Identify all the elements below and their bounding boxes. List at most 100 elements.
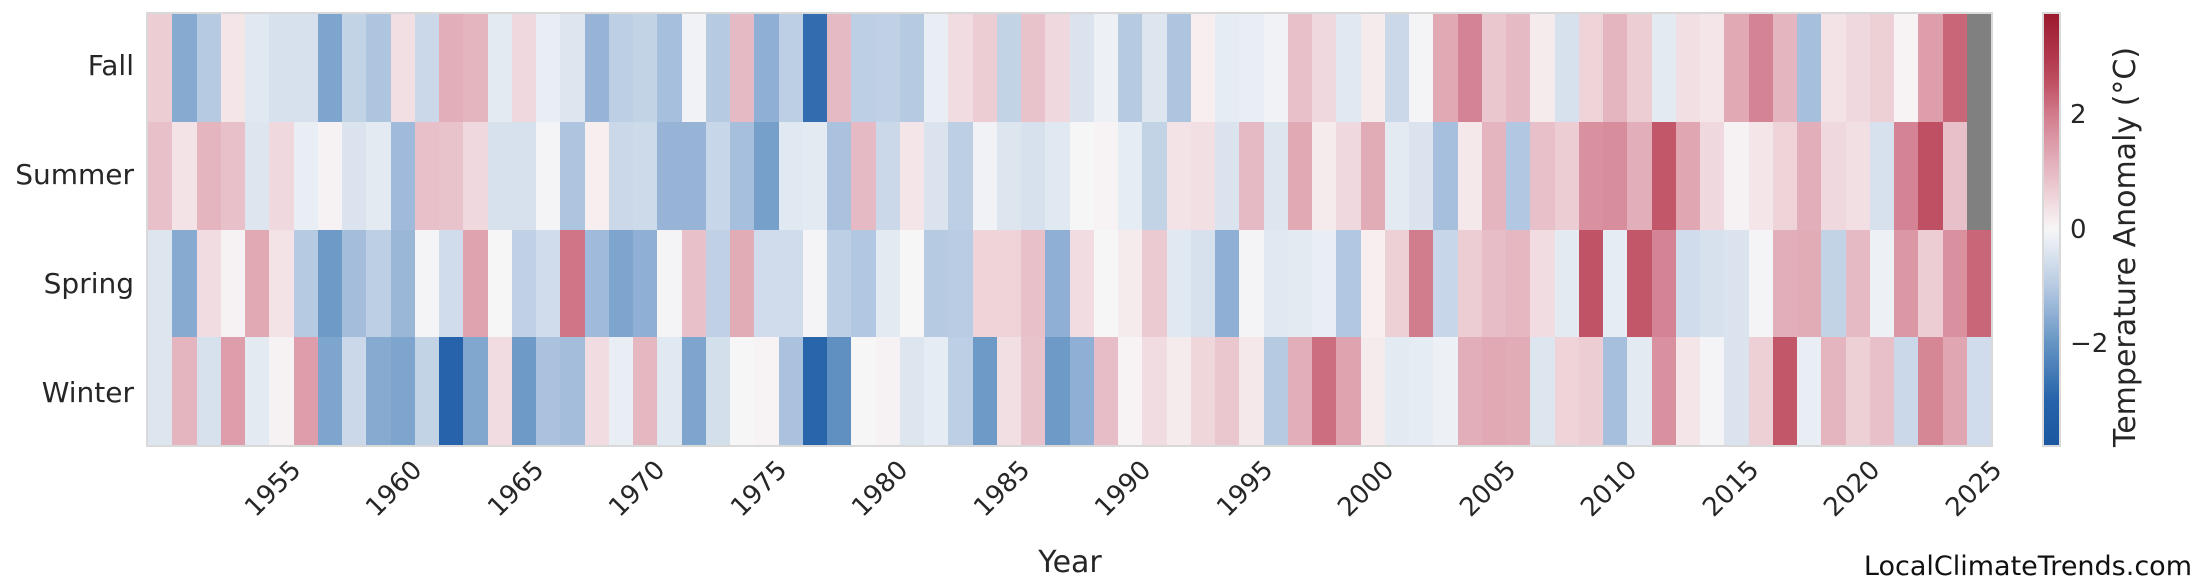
- heatmap-cell: [196, 14, 221, 122]
- heatmap-cell: [1530, 337, 1555, 445]
- heatmap-cell: [1093, 337, 1118, 445]
- heatmap-cell: [1942, 14, 1967, 122]
- heatmap-cell: [778, 14, 803, 122]
- heatmap-cell: [1724, 121, 1749, 230]
- heatmap-cell: [342, 14, 367, 122]
- heatmap-cell: [439, 229, 464, 338]
- heatmap-cell: [148, 337, 173, 445]
- heatmap-cell: [390, 121, 415, 230]
- heatmap-cell: [1481, 121, 1506, 230]
- x-axis-label: Year: [1038, 545, 1102, 580]
- heatmap-cell: [1021, 14, 1046, 122]
- heatmap-cell: [681, 121, 706, 230]
- heatmap-cell: [705, 229, 730, 338]
- heatmap-cell: [293, 121, 318, 230]
- x-tick-1985: 1985: [967, 455, 1036, 524]
- heatmap-cell: [948, 14, 973, 122]
- heatmap-cell: [1409, 14, 1434, 122]
- heatmap-cell: [1336, 121, 1361, 230]
- heatmap-cell: [1942, 337, 1967, 445]
- heatmap-cell: [148, 14, 173, 122]
- heatmap-cell: [1263, 229, 1288, 338]
- heatmap-cell: [269, 229, 294, 338]
- heatmap-cell: [439, 121, 464, 230]
- heatmap-cell: [1021, 337, 1046, 445]
- heatmap-cell: [1627, 337, 1652, 445]
- row-label-fall: Fall: [87, 49, 134, 83]
- heatmap-cell: [1336, 14, 1361, 122]
- heatmap-cell: [487, 337, 512, 445]
- heatmap-cell: [730, 14, 755, 122]
- heatmap-plot-area: [146, 12, 1993, 447]
- heatmap-cell: [730, 121, 755, 230]
- heatmap-cell: [608, 337, 633, 445]
- heatmap-cell: [1918, 121, 1943, 230]
- heatmap-cell: [1069, 337, 1094, 445]
- heatmap-cell: [1845, 14, 1870, 122]
- heatmap-row-winter: [148, 337, 1991, 445]
- heatmap-cell: [681, 337, 706, 445]
- heatmap-cell: [1772, 229, 1797, 338]
- heatmap-cell: [1966, 337, 1991, 445]
- heatmap-cell: [172, 229, 197, 338]
- x-tick-1980: 1980: [846, 455, 915, 524]
- heatmap-cell: [948, 121, 973, 230]
- heatmap-cell: [584, 14, 609, 122]
- heatmap-cell: [1918, 14, 1943, 122]
- heatmap-cell: [754, 14, 779, 122]
- heatmap-cell: [1384, 337, 1409, 445]
- heatmap-cell: [633, 229, 658, 338]
- heatmap-cell: [245, 121, 270, 230]
- heatmap-cell: [802, 229, 827, 338]
- heatmap-cell: [172, 121, 197, 230]
- heatmap-cell: [1845, 121, 1870, 230]
- heatmap-cell: [1093, 121, 1118, 230]
- heatmap-cell: [899, 121, 924, 230]
- heatmap-cell: [1263, 337, 1288, 445]
- heatmap-cell: [899, 229, 924, 338]
- heatmap-cell: [1287, 14, 1312, 122]
- heatmap-cell: [560, 121, 585, 230]
- heatmap-cell: [1554, 14, 1579, 122]
- heatmap-cell: [1797, 14, 1822, 122]
- heatmap-cell: [536, 121, 561, 230]
- heatmap-cell: [1384, 14, 1409, 122]
- heatmap-cell: [924, 14, 949, 122]
- heatmap-cell: [1215, 14, 1240, 122]
- heatmap-cell: [1142, 121, 1167, 230]
- colorbar-tick-2: 2: [2070, 100, 2087, 131]
- heatmap-cell: [1748, 121, 1773, 230]
- heatmap-cell: [1966, 229, 1991, 338]
- heatmap-cell: [1675, 229, 1700, 338]
- heatmap-cell: [851, 229, 876, 338]
- heatmap-cell: [317, 14, 342, 122]
- heatmap-cell: [924, 229, 949, 338]
- heatmap-cell: [1821, 121, 1846, 230]
- heatmap-cell: [899, 337, 924, 445]
- heatmap-cell: [1530, 229, 1555, 338]
- heatmap-cell: [1506, 14, 1531, 122]
- heatmap-cell: [1384, 229, 1409, 338]
- heatmap-cell: [1821, 229, 1846, 338]
- heatmap-cell: [1821, 337, 1846, 445]
- heatmap-cell: [608, 121, 633, 230]
- heatmap-cell: [342, 229, 367, 338]
- heatmap-cell: [1239, 121, 1264, 230]
- heatmap-cell: [172, 337, 197, 445]
- heatmap-cell: [1554, 121, 1579, 230]
- heatmap-cell: [463, 229, 488, 338]
- heatmap-cell: [390, 14, 415, 122]
- heatmap-cell: [1675, 14, 1700, 122]
- heatmap-cell: [875, 337, 900, 445]
- heatmap-cell: [1118, 14, 1143, 122]
- heatmap-row-fall: [148, 14, 1991, 122]
- heatmap-cell: [1869, 229, 1894, 338]
- x-tick-1970: 1970: [603, 455, 672, 524]
- heatmap-cell: [1724, 229, 1749, 338]
- heatmap-cell: [1627, 229, 1652, 338]
- heatmap-cell: [1651, 121, 1676, 230]
- heatmap-cell: [972, 337, 997, 445]
- heatmap-cell: [317, 337, 342, 445]
- heatmap-cell: [366, 229, 391, 338]
